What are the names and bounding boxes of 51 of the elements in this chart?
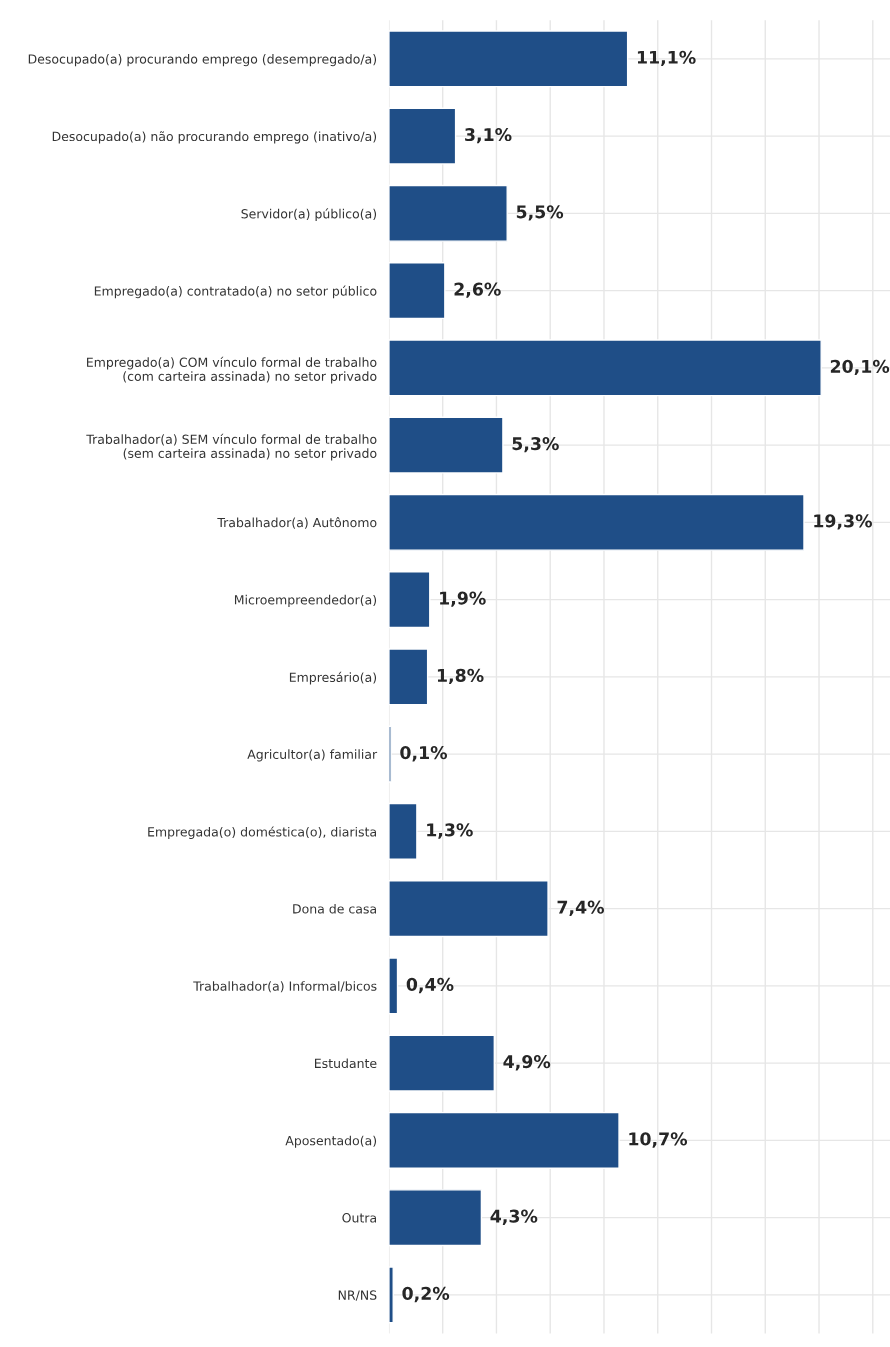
data-label: 0,1%	[400, 746, 448, 762]
y-tick-label: Desocupado(a) não procurando emprego (inativo/a)	[52, 131, 377, 144]
data-label: 4,9%	[503, 1055, 551, 1071]
data-label: 1,3%	[427, 823, 473, 839]
data-label: 11,1%	[637, 50, 696, 67]
data-label: 0,4%	[406, 977, 454, 994]
bar	[388, 184, 508, 242]
bar	[388, 957, 399, 1015]
y-tick-label: Outra	[342, 1213, 376, 1223]
data-label: 5,5%	[516, 205, 564, 221]
y-tick-label: Desocupado(a) procurando emprego (desempregado/a)	[28, 54, 377, 67]
bar	[388, 107, 457, 165]
y-tick-label: Empregado(a) contratado(a) no setor público	[94, 285, 377, 299]
data-label: 1,8%	[437, 668, 484, 685]
y-tick-label: Empresário(a)	[289, 671, 377, 685]
y-tick-label: Trabalhador(a) Informal/bicos	[193, 981, 377, 993]
data-label: 0,2%	[402, 1286, 450, 1303]
bar	[388, 648, 429, 706]
bar	[388, 493, 805, 551]
y-tick-label: Agricultor(a) familiar	[247, 749, 378, 762]
data-label: 1,9%	[440, 591, 486, 607]
y-tick-label: Servidor(a) público(a)	[241, 208, 377, 221]
data-label: 3,1%	[465, 127, 512, 144]
data-label: 20,1%	[830, 359, 890, 376]
data-label: 5,3%	[512, 437, 559, 453]
data-label: 7,4%	[557, 900, 604, 916]
data-label: 10,7%	[629, 1132, 688, 1148]
y-tick-label: NR/NS	[338, 1290, 377, 1301]
bar	[388, 1111, 620, 1169]
bar	[388, 802, 418, 860]
y-tick-label: Estudante	[315, 1058, 377, 1069]
bar	[388, 30, 629, 88]
y-tick-label: Empregado(a) COM vínculo formal de trabalho (com carteira assinada) no setor privado	[87, 356, 377, 384]
bar	[388, 339, 822, 397]
bar	[388, 880, 549, 938]
y-tick-label: Trabalhador(a) Autônomo	[217, 517, 377, 529]
bar	[388, 416, 504, 474]
bar	[388, 571, 431, 629]
y-tick-label: Dona de casa	[293, 903, 376, 914]
bar	[388, 1189, 483, 1247]
y-tick-label: Microempreendedor(a)	[234, 594, 377, 607]
bar	[388, 1266, 394, 1324]
bar	[388, 725, 392, 783]
y-tick-label: Empregada(o) doméstica(o), diarista	[148, 826, 376, 839]
data-label: 4,3%	[490, 1209, 538, 1225]
y-tick-label: Aposentado(a)	[285, 1135, 377, 1148]
y-tick-label: Trabalhador(a) SEM vínculo formal de trabalho (sem carteira assinada) no setor privado	[86, 433, 377, 461]
bar	[388, 262, 446, 320]
data-label: 2,6%	[454, 282, 501, 298]
data-label: 19,3%	[814, 514, 872, 530]
bar	[388, 1034, 496, 1092]
